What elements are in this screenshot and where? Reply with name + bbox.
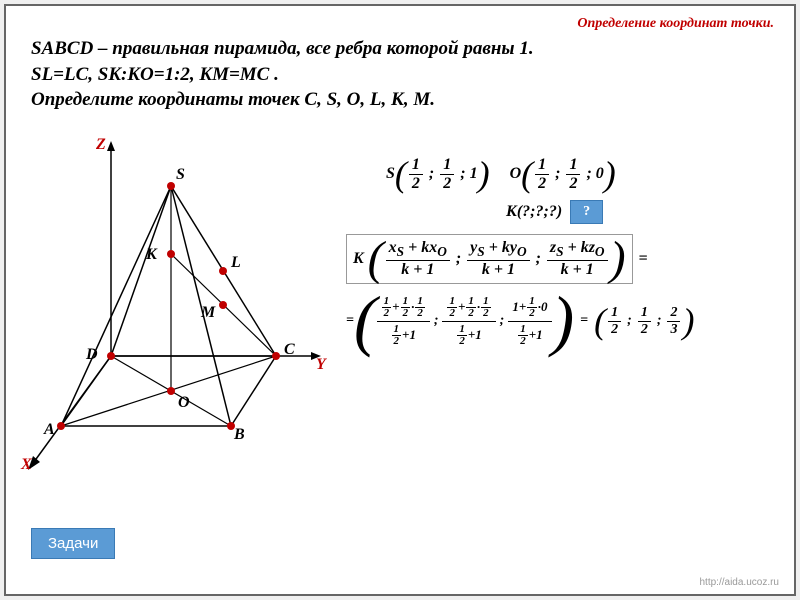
one2: 1 (426, 261, 434, 278)
d: 2 (608, 322, 621, 337)
one: 1 (470, 165, 478, 183)
n: 1 (638, 305, 651, 321)
k3: k (502, 239, 510, 256)
formula-area: S ( 12 ; 12 ;1 ) O ( 12 ; 12 ;0 ) К(?;?;… (346, 156, 786, 357)
n: 1 (566, 156, 580, 175)
n: 2 (667, 305, 680, 321)
label-M: М (201, 304, 215, 322)
subO3: O (595, 244, 605, 259)
axis-y-label: Y (316, 356, 326, 374)
n: 1 (481, 296, 491, 308)
hint-button[interactable]: ? (570, 200, 603, 224)
k6: k (561, 261, 569, 278)
n: 1 (535, 156, 549, 175)
k4: k (482, 261, 490, 278)
one4: 1 (586, 261, 594, 278)
pyramid-diagram: Z Y X S D C A B O L К М (16, 136, 336, 486)
n: 1 (457, 324, 467, 336)
K-substitution: = ( 12 + 12 · 12 12 + 1 ; 12 + (346, 294, 786, 349)
one: 1 (512, 299, 519, 315)
K-label: K (353, 250, 364, 268)
n: 1 (608, 305, 621, 321)
subO2: O (517, 244, 527, 259)
d: 2 (527, 308, 537, 319)
n: 1 (466, 296, 476, 308)
n: 1 (382, 296, 392, 308)
k: k (421, 239, 429, 256)
eq1: = (639, 250, 648, 268)
label-A: A (44, 421, 55, 439)
n: 1 (527, 296, 537, 308)
n: 1 (518, 324, 528, 336)
d: 2 (440, 175, 454, 193)
eq2: = (346, 313, 354, 329)
one: 1 (409, 327, 416, 343)
label-K: К (146, 246, 157, 264)
diagram-svg (16, 136, 336, 486)
header-title: Определение координат точки. (577, 16, 774, 32)
one: 1 (475, 327, 482, 343)
answers-S-O: S ( 12 ; 12 ;1 ) O ( 12 ; 12 ;0 ) (346, 156, 786, 192)
subS: S (397, 244, 404, 259)
label-C: C (284, 341, 295, 359)
d: 2 (392, 336, 402, 347)
problem-line1: SABCD – правильная пирамида, все ребра к… (31, 38, 534, 59)
xs2: x (429, 239, 437, 256)
problem-statement: SABCD – правильная пирамида, все ребра к… (31, 36, 769, 113)
zero: 0 (541, 299, 548, 315)
d: 2 (566, 175, 580, 193)
K-unknown: К(?;?;?) (506, 203, 562, 221)
eq3: = (580, 313, 588, 329)
d: 2 (466, 308, 476, 319)
label-D: D (86, 346, 98, 364)
d: 2 (409, 175, 423, 193)
k2: k (401, 261, 409, 278)
label-L: L (231, 254, 241, 272)
n: 1 (447, 296, 457, 308)
S-label: S (386, 165, 395, 183)
d: 2 (401, 308, 411, 319)
O-label: O (510, 165, 522, 183)
d: 2 (447, 308, 457, 319)
axis-z-label: Z (96, 136, 106, 154)
subS2: S (477, 244, 484, 259)
subO: O (437, 244, 447, 259)
n: 1 (392, 324, 402, 336)
tasks-button[interactable]: Задачи (31, 528, 115, 559)
label-O: O (178, 394, 190, 412)
watermark: http://aida.ucoz.ru (700, 577, 780, 588)
one: 1 (536, 327, 543, 343)
d: 2 (535, 175, 549, 193)
d: 2 (638, 322, 651, 337)
K-section-formula: K ( xS + kxO k + 1 ; yS + kyO k + 1 ; zS… (346, 234, 786, 283)
problem-line3: Определите координаты точек С, S, O, L, … (31, 89, 435, 110)
k5: k (581, 239, 589, 256)
ys2: y (510, 239, 517, 256)
n: 1 (401, 296, 411, 308)
n: 1 (440, 156, 454, 175)
d: 2 (382, 308, 392, 319)
label-S: S (176, 166, 185, 184)
problem-line2: SL=LC, SK:KO=1:2, KM=MC . (31, 64, 279, 85)
K-unknown-row: К(?;?;?) ? (506, 200, 786, 224)
d: 3 (667, 322, 680, 337)
axis-x-label: X (21, 456, 32, 474)
n: 1 (409, 156, 423, 175)
zero: 0 (596, 165, 604, 183)
d: 2 (481, 308, 491, 319)
xs: x (389, 239, 397, 256)
d: 2 (415, 308, 425, 319)
one3: 1 (507, 261, 515, 278)
d: 2 (457, 336, 467, 347)
subS3: S (556, 244, 563, 259)
d: 2 (518, 336, 528, 347)
n: 1 (415, 296, 425, 308)
label-B: B (234, 426, 245, 444)
